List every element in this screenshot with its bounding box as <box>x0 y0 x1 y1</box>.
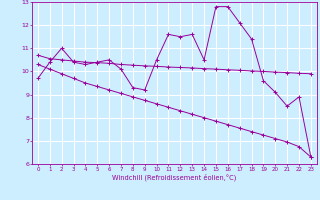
X-axis label: Windchill (Refroidissement éolien,°C): Windchill (Refroidissement éolien,°C) <box>112 173 236 181</box>
